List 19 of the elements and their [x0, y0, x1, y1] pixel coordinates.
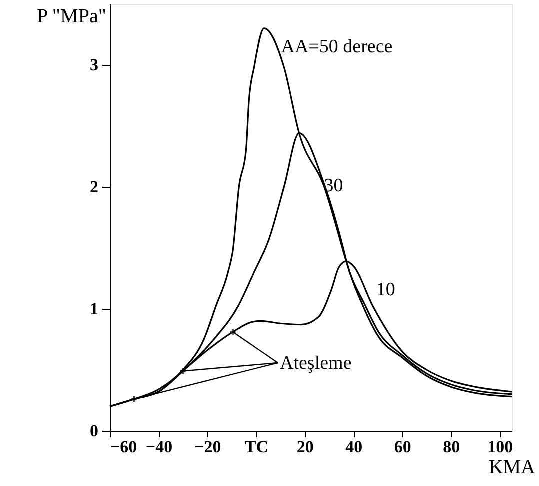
- x-tick-label: −20: [194, 438, 222, 456]
- x-axis-title: KMA: [488, 456, 536, 478]
- x-tick-label: 20: [296, 438, 314, 456]
- y-axis-title: P "MPa": [37, 6, 106, 28]
- y-tick-label: 2: [90, 178, 98, 196]
- x-tick-label: 60: [394, 438, 412, 456]
- x-tick-label: −60: [110, 438, 138, 456]
- series-label: 30: [324, 175, 344, 196]
- series-label: AA=50 derece: [281, 36, 393, 58]
- y-tick-label: 1: [90, 300, 98, 318]
- y-tick-label: 3: [90, 56, 98, 74]
- y-tick-label: 0: [90, 422, 98, 440]
- x-tick-label: −40: [146, 438, 173, 456]
- x-tick-label: 80: [443, 438, 460, 456]
- x-tick-label: 100: [488, 438, 514, 456]
- series-label: 10: [376, 279, 396, 300]
- x-tick-label: TC: [244, 438, 268, 456]
- x-tick-label: 40: [346, 438, 363, 456]
- annotation: Ateşleme: [280, 353, 352, 374]
